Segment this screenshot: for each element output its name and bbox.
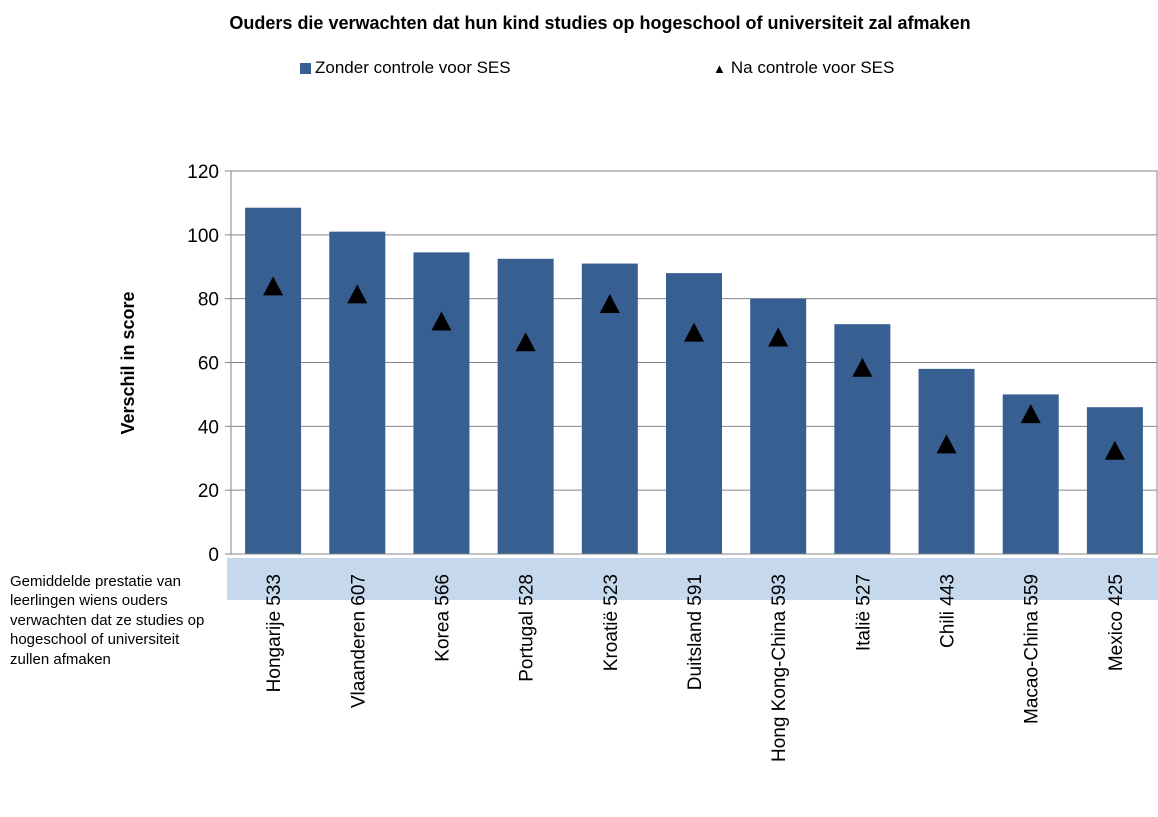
side-note: Gemiddelde prestatie van leerlingen wien… <box>10 573 205 668</box>
triangle-marker <box>431 311 452 331</box>
y-tick-label: 120 <box>187 162 219 183</box>
y-tick-label: 0 <box>208 545 219 566</box>
bar <box>329 231 386 554</box>
category-label: Duitsland 591 <box>685 574 706 690</box>
triangle-marker <box>263 276 284 296</box>
bar <box>918 368 975 554</box>
category-band <box>227 558 1158 600</box>
triangle-marker <box>852 357 873 377</box>
y-tick-label: 40 <box>198 417 219 438</box>
triangle-marker <box>347 284 368 304</box>
category-label: Hong Kong-China 593 <box>769 574 790 762</box>
chart-title: Ouders die verwachten dat hun kind studi… <box>229 13 971 33</box>
category-label: Macao-China 559 <box>1022 574 1043 724</box>
triangle-marker <box>768 327 789 347</box>
category-label: Portugal 528 <box>517 574 538 682</box>
legend-square-icon <box>300 62 311 74</box>
triangle-marker <box>1020 404 1041 424</box>
y-tick-label: 100 <box>187 226 219 247</box>
legend-label-bars: Zonder controle voor SES <box>315 58 511 77</box>
triangle-marker <box>515 332 536 352</box>
y-tick-label: 60 <box>198 354 219 375</box>
bar <box>497 258 554 554</box>
category-label: Kroatië 523 <box>601 574 622 671</box>
legend-label-triangles: Na controle voor SES <box>730 58 895 77</box>
category-label: Italië 527 <box>853 574 874 651</box>
category-label: Hongarije 533 <box>264 574 285 692</box>
y-tick-label: 80 <box>198 290 219 311</box>
category-label: Vlaanderen 607 <box>348 574 369 708</box>
legend-item-bars: Zonder controle voor SES <box>300 58 511 78</box>
triangle-marker <box>1104 440 1125 460</box>
bar <box>666 273 722 554</box>
triangle-marker <box>684 322 704 342</box>
triangle-marker <box>936 434 957 454</box>
legend-triangle-icon: ▲ <box>713 60 726 76</box>
y-axis-label: Verschil in score <box>118 291 138 434</box>
bar <box>413 252 470 554</box>
bar <box>245 207 302 554</box>
bar <box>1086 407 1143 554</box>
category-label: Mexico 425 <box>1106 574 1127 671</box>
category-label: Chili 443 <box>938 574 959 648</box>
y-tick-label: 20 <box>198 481 219 502</box>
triangle-marker <box>599 293 620 313</box>
legend-item-triangles: ▲ Na controle voor SES <box>713 58 894 78</box>
category-label: Korea 566 <box>432 574 453 662</box>
